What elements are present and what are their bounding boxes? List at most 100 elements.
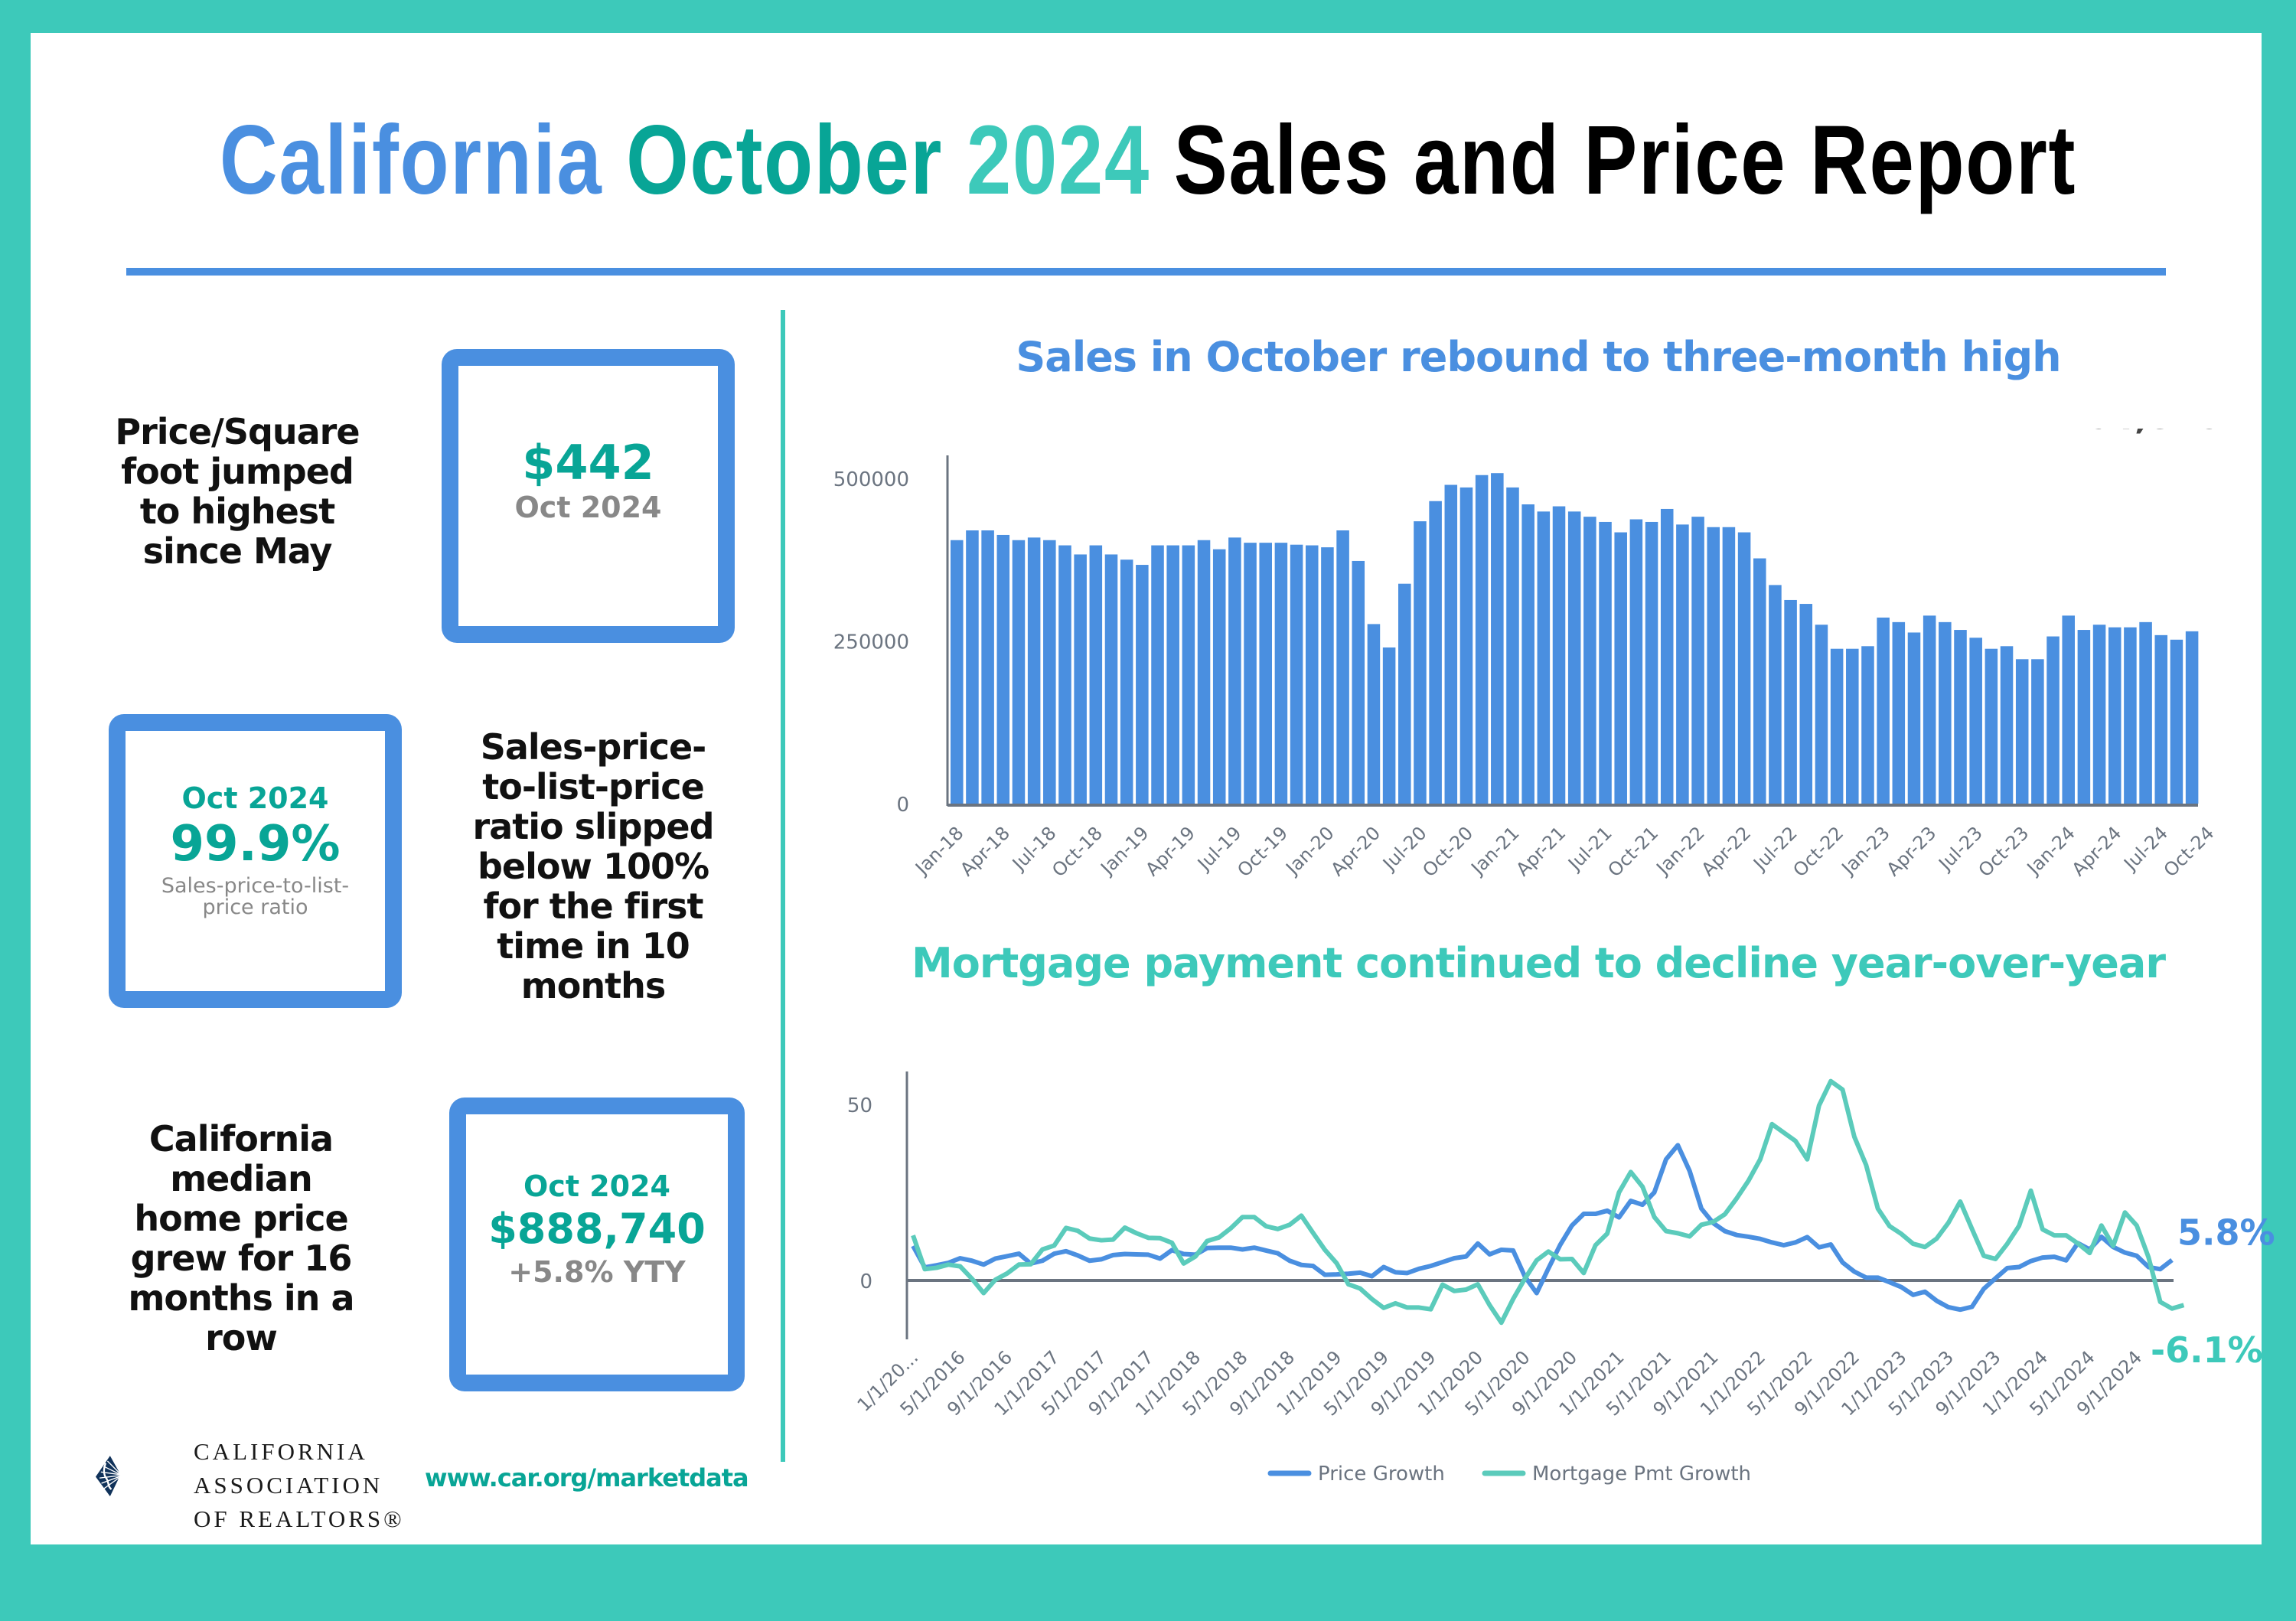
title-california: California [219, 106, 603, 215]
x-tick-label: Jan-20 [1281, 822, 1339, 879]
kpi-median-price-change: +5.8% YTY [508, 1255, 686, 1289]
bar [2185, 631, 2199, 804]
bar [1753, 558, 1766, 804]
statement-line: foot jumped [121, 451, 354, 492]
statement-line: months [520, 965, 666, 1006]
bar [1043, 540, 1056, 804]
bar [1737, 532, 1751, 804]
bar [1506, 487, 1519, 804]
line-chart-title: Mortgage payment continued to decline ye… [912, 939, 2166, 987]
bar [2124, 627, 2137, 804]
car-logo-text: CALIFORNIA ASSOCIATION OF REALTORS® [194, 1435, 405, 1536]
x-tick-label: Apr-21 [1512, 822, 1570, 880]
bar [1877, 617, 1890, 804]
title-month: October [626, 106, 944, 215]
bar [1722, 527, 1736, 804]
price-growth-line [911, 1143, 2174, 1313]
statement-line: Sales-price- [480, 726, 707, 768]
bar [1166, 545, 1179, 804]
bar [2154, 634, 2168, 804]
statement-line: Price/Square [115, 411, 360, 452]
statement-line: to highest [139, 491, 335, 532]
bar [1552, 506, 1566, 804]
bar [1537, 511, 1551, 804]
bar [1228, 537, 1241, 804]
bar-chart-title: Sales in October rebound to three-month … [1016, 333, 2061, 381]
bar [1012, 540, 1026, 804]
bar [1707, 527, 1720, 804]
bar [1954, 630, 1967, 804]
x-tick-label: Jan-19 [1095, 822, 1153, 879]
statement-line: row [205, 1317, 278, 1358]
bar [1274, 543, 1288, 804]
bar [1923, 615, 1936, 804]
x-tick-label: Oct-18 [1048, 822, 1107, 881]
bar [1058, 545, 1071, 804]
bar [1907, 632, 1921, 804]
x-tick-label: Jan-23 [1837, 822, 1894, 879]
bar [1212, 549, 1226, 804]
kpi-ratio-value: 99.9% [170, 816, 341, 872]
bar [1892, 621, 1906, 804]
y-tick-label: 50 [847, 1094, 872, 1117]
kpi-median-price-period: Oct 2024 [523, 1169, 670, 1203]
sales-bar-chart: 0250000500000Jan-18Apr-18Jul-18Oct-18Jan… [833, 429, 2222, 881]
bar [1969, 638, 1982, 804]
bar [1521, 504, 1534, 804]
bar [1799, 604, 1813, 804]
bar [981, 530, 994, 804]
bar [1305, 545, 1319, 804]
bar [2077, 630, 2091, 804]
x-tick-label: Oct-23 [1975, 822, 2033, 881]
kpi-price-sqft-value: $442 [522, 435, 654, 491]
bar [1939, 621, 1952, 804]
bar [2015, 659, 2029, 804]
statement-line: median [170, 1158, 313, 1199]
x-tick-label: Apr-22 [1698, 822, 1756, 880]
bar [1769, 585, 1782, 804]
kpi-ratio-card: Oct 2024 99.9% Sales-price-to-list- pric… [109, 714, 402, 1008]
bar [1691, 517, 1704, 804]
car-logo-icon [96, 1456, 121, 1497]
y-tick-label: 0 [859, 1270, 872, 1293]
bar [1089, 545, 1103, 804]
logo-line: CALIFORNIA [194, 1438, 368, 1465]
x-tick-label: Oct-21 [1603, 822, 1662, 881]
kpi-price-sqft-statement: Price/Square foot jumped to highest sinc… [84, 412, 390, 571]
legend-label: Mortgage Pmt Growth [1532, 1463, 1751, 1486]
kpi-price-sqft-period: Oct 2024 [514, 491, 662, 524]
bar [996, 534, 1010, 804]
bar [951, 540, 964, 804]
bar [1815, 625, 1828, 804]
bar [1259, 543, 1272, 804]
bar [1367, 624, 1381, 804]
price-growth-end-label: 5.8% [2177, 1212, 2275, 1253]
bar [1676, 524, 1689, 804]
bar [2139, 621, 2152, 804]
kpi-median-price-statement: California median home price grew for 16… [99, 1119, 383, 1358]
bar [1459, 487, 1473, 804]
bar [1985, 648, 1998, 804]
statement-line: months in a [128, 1277, 355, 1319]
x-tick-label: Apr-23 [1883, 822, 1941, 880]
column-divider [781, 310, 785, 1462]
marketdata-link[interactable]: www.car.org/marketdata [425, 1463, 749, 1492]
bar [1382, 647, 1396, 804]
bar [1830, 648, 1844, 804]
mortgage-growth-end-label: -6.1% [2151, 1329, 2263, 1371]
bar [1645, 521, 1658, 804]
y-tick-label: 500000 [833, 468, 909, 491]
x-tick-label: Apr-24 [2068, 822, 2126, 880]
x-tick-label: Oct-22 [1789, 822, 1848, 881]
bar [1846, 648, 1859, 804]
bar [1629, 519, 1643, 804]
bar [2031, 659, 2044, 804]
kpi-price-sqft-card: $442 Oct 2024 [442, 349, 735, 643]
statement-line: California [148, 1118, 334, 1159]
kpi-median-price-value: $888,740 [488, 1205, 706, 1253]
x-tick-label: Oct-19 [1233, 822, 1292, 881]
bar [1336, 530, 1349, 804]
kpi-median-price-card: Oct 2024 $888,740 +5.8% YTY [449, 1098, 745, 1391]
bar [1244, 543, 1257, 804]
bar-annotation-label: 264,870 [2061, 429, 2222, 437]
